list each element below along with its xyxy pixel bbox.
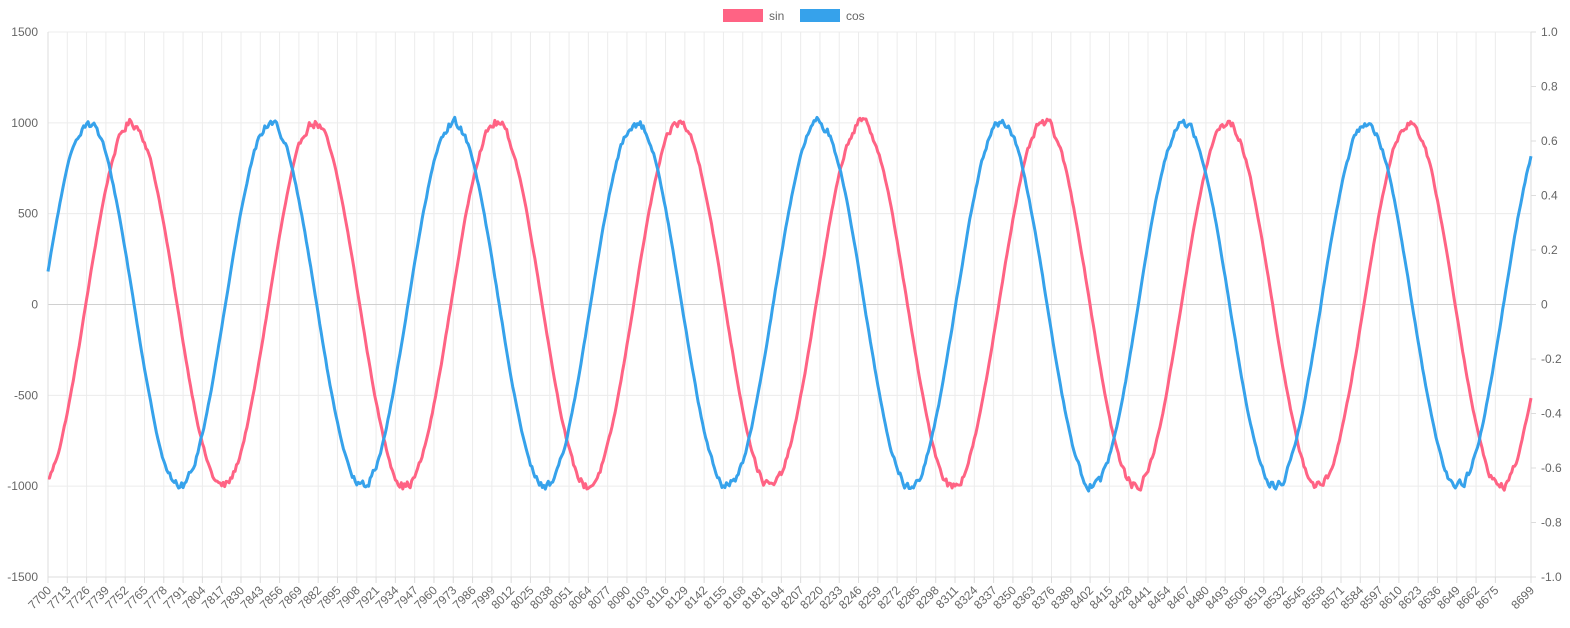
x-tick-label: 8699 xyxy=(1508,583,1537,612)
grid-lines xyxy=(47,31,1536,583)
legend-swatch-sin[interactable] xyxy=(723,9,763,22)
legend-swatch-cos[interactable] xyxy=(800,9,840,22)
series-line-cos xyxy=(46,115,1533,493)
series-line-sin xyxy=(47,116,1533,492)
y-right-tick-label: -0.2 xyxy=(1541,352,1562,366)
x-tick-label: 8675 xyxy=(1473,583,1502,612)
legend[interactable]: sin cos xyxy=(723,9,865,23)
y-right-tick-label: 0.8 xyxy=(1541,80,1558,94)
legend-label-cos[interactable]: cos xyxy=(846,9,865,23)
y-left-tick-label: -1500 xyxy=(7,570,38,584)
y-left-tick-label: 1000 xyxy=(11,116,38,130)
y-right-tick-label: -0.8 xyxy=(1541,516,1562,530)
y-right-tick-label: 0.4 xyxy=(1541,189,1558,203)
y-right-tick-label: -0.4 xyxy=(1541,407,1562,421)
y-left-tick-label: 500 xyxy=(18,207,38,221)
y-left-tick-label: 0 xyxy=(31,298,38,312)
y-left-tick-label: -1000 xyxy=(7,479,38,493)
legend-label-sin[interactable]: sin xyxy=(769,9,784,23)
y-right-tick-label: 0.2 xyxy=(1541,243,1558,257)
y-right-tick-label: 0 xyxy=(1541,298,1548,312)
y-right-tick-label: -0.6 xyxy=(1541,461,1562,475)
y-right-tick-label: 0.6 xyxy=(1541,134,1558,148)
series-lines xyxy=(46,115,1533,493)
y-right-tick-label: -1.0 xyxy=(1541,570,1562,584)
y-left-tick-label: -500 xyxy=(14,388,38,402)
y-right-tick-label: 1.0 xyxy=(1541,25,1558,39)
y-left-tick-label: 1500 xyxy=(11,25,38,39)
